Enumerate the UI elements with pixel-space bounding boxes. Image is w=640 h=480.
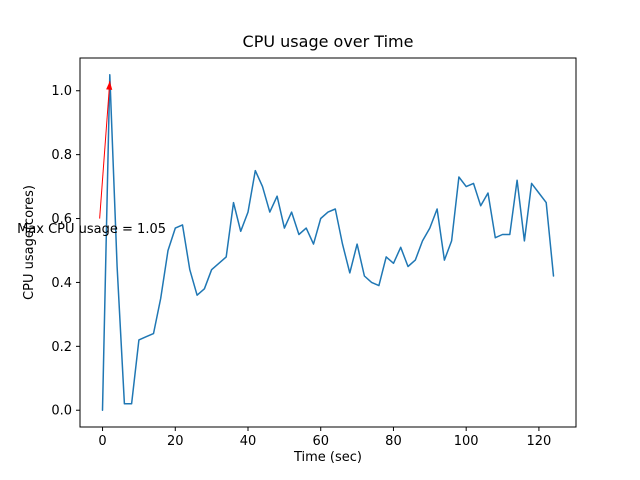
y-tick-label: 1.0: [51, 84, 72, 99]
cpu-usage-line: [101, 74, 555, 411]
x-tick-label: 0: [98, 434, 106, 449]
y-tick-label: 0.8: [51, 148, 72, 163]
y-tick-label: 0.4: [51, 276, 72, 291]
plot-area: 0 20 40 60 80 100 120 0.0 0.2 0.4 0.6 0.8 1.0: [51, 57, 577, 449]
axes-frame: [79, 57, 577, 428]
x-tick-label: 120: [526, 434, 551, 449]
chart-title: CPU usage over Time: [243, 32, 414, 51]
y-tick-label: 0.2: [51, 340, 72, 355]
x-tick-label: 40: [240, 434, 257, 449]
y-tick-label: 0.0: [51, 404, 72, 419]
y-axis-label: CPU usage(cores): [22, 185, 37, 300]
x-tick-label: 100: [454, 434, 479, 449]
x-axis-label: Time (sec): [293, 450, 362, 465]
x-tick-label: 80: [385, 434, 402, 449]
x-tick-label: 20: [167, 434, 184, 449]
max-cpu-annotation-arrowhead: [106, 81, 113, 90]
max-cpu-annotation-arrow: [99, 81, 111, 219]
y-tick-label: 0.6: [51, 212, 72, 227]
max-cpu-annotation-text: Max CPU usage = 1.05: [17, 222, 166, 237]
x-tick-label: 60: [312, 434, 329, 449]
